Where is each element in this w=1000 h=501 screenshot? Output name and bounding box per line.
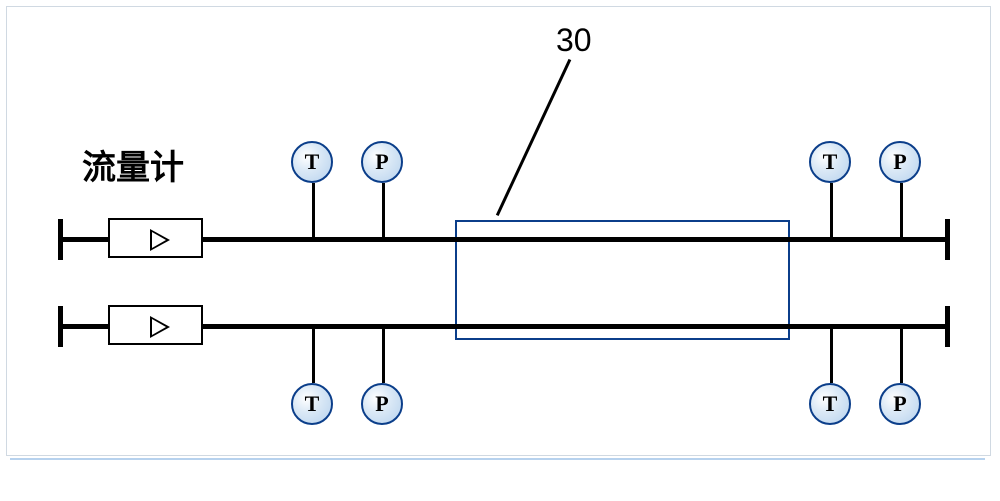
- sensor-t-bottomright-label: T: [823, 391, 838, 417]
- flowmeter-top-arrow-icon: [150, 229, 170, 251]
- sensor-p-bottomleft-label: P: [375, 391, 388, 417]
- flowmeter-bottom: [108, 305, 203, 345]
- sensor-p-bottomleft: P: [361, 383, 403, 425]
- sensor-t-bottomleft: T: [291, 383, 333, 425]
- sensor-arm-p-topright: [900, 183, 903, 237]
- flowmeter-top: [108, 218, 203, 258]
- sensor-arm-p-topleft: [382, 183, 385, 237]
- sensor-arm-t-topleft: [312, 183, 315, 237]
- sensor-t-topleft: T: [291, 141, 333, 183]
- bottom-accent-line: [10, 458, 985, 460]
- sensor-t-topleft-label: T: [305, 149, 320, 175]
- sensor-arm-p-bottomright: [900, 329, 903, 383]
- sensor-p-topleft-label: P: [375, 149, 388, 175]
- sensor-t-topright: T: [809, 141, 851, 183]
- sensor-t-topright-label: T: [823, 149, 838, 175]
- sensor-arm-t-bottomleft: [312, 329, 315, 383]
- sensor-p-bottomright-label: P: [893, 391, 906, 417]
- flowmeter-title: 流量计: [82, 140, 184, 189]
- sensor-t-bottomright: T: [809, 383, 851, 425]
- diagram-canvas: 流量计 30 T P T P T P T P: [0, 0, 1000, 501]
- sensor-p-bottomright: P: [879, 383, 921, 425]
- callout-30-label: 30: [556, 22, 592, 59]
- sensor-t-bottomleft-label: T: [305, 391, 320, 417]
- sensor-p-topleft: P: [361, 141, 403, 183]
- flowmeter-bottom-arrow-icon: [150, 316, 170, 338]
- sensor-arm-t-bottomright: [830, 329, 833, 383]
- callout-30-leader: [496, 59, 571, 216]
- sensor-p-topright: P: [879, 141, 921, 183]
- sensor-arm-p-bottomleft: [382, 329, 385, 383]
- sensor-arm-t-topright: [830, 183, 833, 237]
- sensor-p-topright-label: P: [893, 149, 906, 175]
